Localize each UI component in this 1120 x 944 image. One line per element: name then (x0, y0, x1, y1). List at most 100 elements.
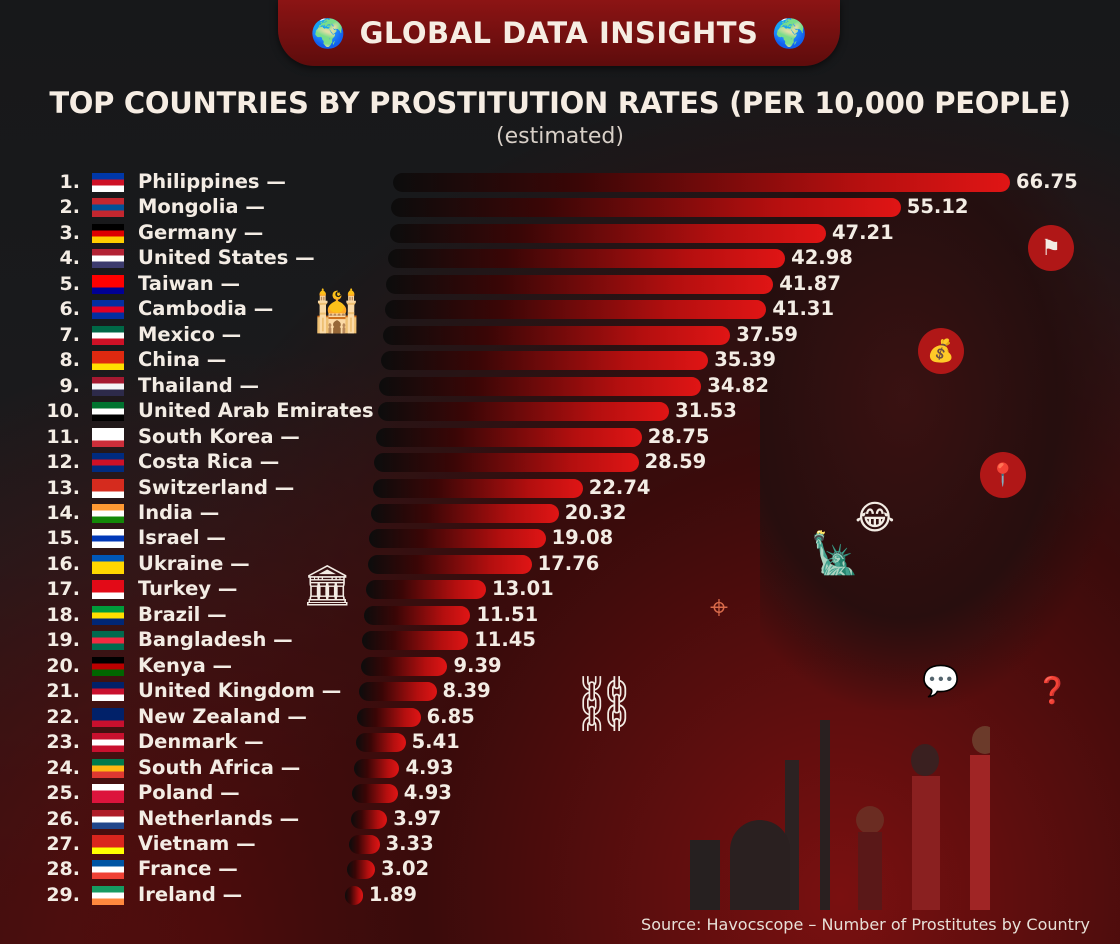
bar (352, 784, 398, 804)
source-note: Source: Havocscope – Number of Prostitut… (641, 915, 1090, 934)
banner-title: GLOBAL DATA INSIGHTS (359, 16, 759, 50)
bar (367, 554, 532, 574)
rank-number: 10. (46, 400, 80, 423)
value-label: 37.59 (736, 322, 798, 346)
country-label: Mongolia — (138, 195, 265, 219)
bar (362, 631, 469, 651)
country-flag-icon (92, 682, 124, 702)
country-label: Germany — (138, 220, 264, 244)
bar (384, 300, 767, 320)
value-label: 42.98 (791, 246, 853, 270)
rank-number: 11. (46, 425, 80, 448)
bar (350, 809, 388, 829)
rank-number: 5. (59, 272, 80, 295)
bar (345, 885, 363, 905)
rank-number: 14. (46, 501, 80, 524)
country-label: Turkey — (138, 577, 238, 601)
country-flag-icon (92, 733, 124, 753)
country-flag-icon (92, 707, 124, 727)
value-label: 41.87 (779, 271, 841, 295)
country-label: Netherlands — (138, 806, 300, 830)
rank-number: 28. (46, 858, 80, 881)
value-label: 3.02 (381, 857, 430, 881)
country-label: Costa Rica — (138, 450, 280, 474)
country-label: United States — (138, 246, 315, 270)
country-label: China — (138, 348, 227, 372)
bar (381, 351, 709, 371)
country-flag-icon (92, 300, 124, 320)
country-flag-icon (92, 503, 124, 523)
country-label: United Arab Emirates — (138, 399, 400, 423)
value-label: 28.75 (647, 424, 710, 448)
value-label: 3.33 (385, 831, 434, 855)
country-flag-icon (92, 198, 124, 218)
country-flag-icon (92, 325, 124, 345)
country-flag-icon (92, 249, 124, 269)
rank-number: 9. (59, 374, 80, 397)
bar (393, 173, 1010, 192)
chart-subtitle: (estimated) (496, 124, 624, 149)
rank-number: 4. (59, 247, 80, 270)
country-label: Mexico — (138, 322, 242, 346)
country-label: Ukraine — (138, 551, 250, 575)
country-label: France — (138, 857, 238, 881)
rank-number: 3. (59, 221, 80, 244)
value-label: 1.89 (368, 882, 417, 906)
country-label: United Kingdom — (138, 679, 342, 703)
country-flag-icon (92, 453, 124, 473)
country-label: South Africa — (138, 755, 301, 779)
value-label: 47.21 (831, 220, 894, 244)
rank-number: 29. (46, 883, 80, 906)
heart-chat-icon: 💬 (922, 664, 960, 699)
country-flag-icon (92, 223, 124, 243)
country-flag-icon (92, 402, 124, 422)
country-label: Vietnam — (138, 831, 256, 855)
value-label: 22.74 (588, 475, 651, 499)
value-label: 5.41 (411, 730, 460, 754)
bar (355, 733, 406, 753)
bar (386, 274, 774, 294)
mosque-icon: 🕌 (312, 289, 362, 335)
country-label: South Korea — (138, 424, 300, 448)
bar (359, 682, 437, 702)
bar (391, 198, 901, 218)
value-label: 55.12 (906, 195, 969, 219)
globe-icon: 🌍 (310, 16, 346, 50)
country-label: Israel — (138, 526, 226, 550)
country-flag-icon (92, 554, 124, 574)
bar (348, 834, 380, 854)
globe-icon: 🌍 (772, 16, 808, 50)
rank-number: 7. (59, 323, 80, 346)
bar (382, 325, 731, 345)
country-flag-icon (92, 631, 124, 651)
country-flag-icon (92, 351, 124, 371)
value-label: 6.85 (426, 704, 475, 728)
chart-title: TOP COUNTRIES BY PROSTITUTION RATES (PER… (49, 86, 1071, 120)
value-label: 13.01 (492, 577, 554, 601)
country-flag-icon (92, 784, 124, 804)
bar (347, 860, 375, 880)
crosshair-icon: ⌖ (710, 588, 729, 626)
value-label: 4.93 (405, 755, 454, 779)
rank-number: 17. (46, 578, 80, 601)
value-label: 19.08 (551, 526, 614, 550)
bar (357, 707, 421, 727)
rank-number: 19. (46, 629, 80, 652)
bar (389, 223, 826, 243)
country-flag-icon (92, 580, 124, 600)
value-label: 8.39 (442, 679, 491, 703)
country-label: India — (138, 500, 220, 524)
value-label: 31.53 (675, 399, 737, 423)
country-flag-icon (92, 529, 124, 549)
rank-number: 1. (59, 171, 80, 193)
value-label: 20.32 (564, 500, 627, 524)
rank-number: 13. (46, 476, 80, 499)
bar (370, 503, 559, 523)
city-buildings-icon: 🏛 (302, 563, 353, 609)
value-label: 28.59 (644, 450, 707, 474)
rank-number: 22. (46, 705, 80, 728)
laughing-emoji-icon: 😂 (855, 498, 895, 538)
bar (376, 427, 642, 447)
rank-number: 16. (46, 552, 80, 575)
bar (369, 529, 546, 549)
